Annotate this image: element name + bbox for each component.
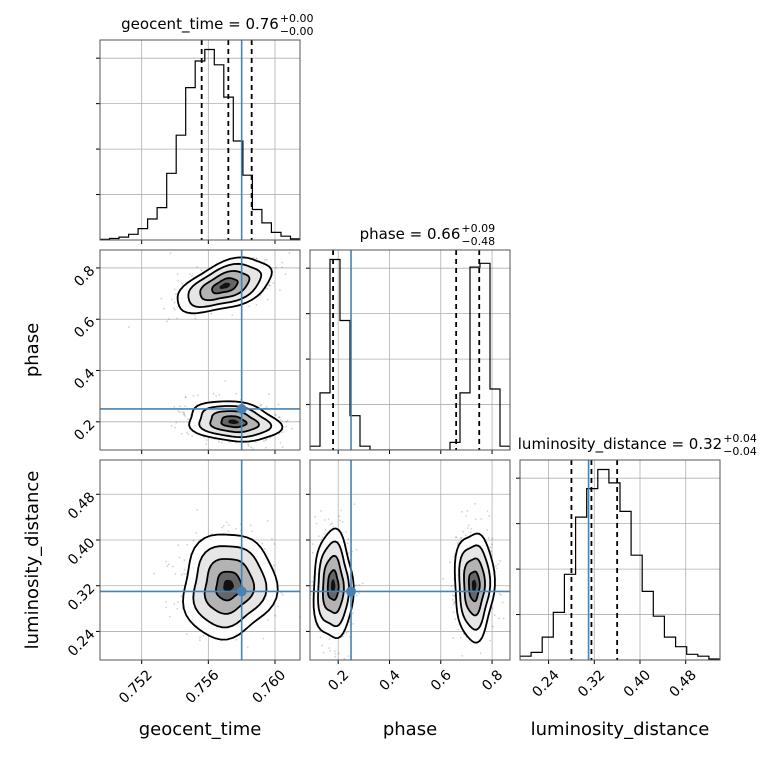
- contour-line: [187, 262, 263, 309]
- x-tick-label: 0.760: [249, 667, 289, 707]
- contour-line: [458, 544, 492, 631]
- title-plus-error: +0.00: [280, 12, 314, 25]
- y-tick-label: 0.2: [71, 417, 98, 444]
- panel-frame: [99, 39, 301, 241]
- x-tick-label: 0.756: [183, 667, 223, 707]
- x-tick-label: 0.48: [667, 667, 700, 700]
- panel-frame: [309, 459, 511, 661]
- title-plus-error: +0.09: [461, 222, 495, 235]
- truth-marker: [236, 403, 247, 414]
- x-tick-label: 0.32: [575, 667, 608, 700]
- density-fill: [471, 579, 477, 593]
- y-tick-label: 0.8: [71, 263, 98, 290]
- title-luminosity_distance: luminosity_distance = 0.32: [518, 435, 722, 454]
- contour-line: [467, 570, 481, 603]
- contour-line: [317, 540, 350, 628]
- y-tick-label: 0.24: [65, 626, 98, 659]
- panel-phase-vs-geocent_time: [96, 249, 301, 454]
- contour-line: [182, 533, 279, 641]
- contour-line: [211, 277, 239, 295]
- title-phase: phase = 0.66: [360, 225, 461, 243]
- panel-frame: [309, 249, 511, 451]
- title-minus-error: −0.00: [280, 25, 314, 38]
- density-fill: [330, 579, 336, 592]
- panel-luminosity_distance-vs-luminosity_distance: [516, 459, 721, 664]
- x-tick-label: 0.6: [428, 667, 455, 694]
- title-geocent_time: geocent_time = 0.76: [121, 15, 279, 34]
- contour-line: [321, 554, 345, 615]
- x-tick-label: 0.4: [377, 667, 404, 694]
- title-minus-error: −0.48: [461, 235, 495, 248]
- x-axis-label-luminosity_distance: luminosity_distance: [531, 719, 710, 740]
- contour-line: [326, 569, 340, 601]
- truth-marker: [236, 586, 247, 597]
- x-axis-label-phase: phase: [383, 719, 437, 740]
- x-tick-label: 0.8: [479, 667, 506, 694]
- contour-line: [188, 400, 284, 443]
- x-tick-label: 0.752: [116, 667, 156, 707]
- contour-line: [215, 570, 243, 602]
- y-tick-label: 0.32: [65, 581, 98, 614]
- y-tick-label: 0.40: [65, 535, 98, 568]
- histogram-geocent_time: [100, 48, 300, 240]
- panel-luminosity_distance-vs-phase: [306, 459, 511, 664]
- contour-line: [192, 545, 268, 629]
- density-fill: [219, 282, 231, 289]
- contour-line: [203, 558, 256, 615]
- histogram-luminosity_distance: [520, 468, 720, 660]
- x-tick-label: 0.2: [325, 667, 352, 694]
- y-tick-label: 0.48: [65, 489, 98, 522]
- contour-line: [463, 557, 486, 617]
- x-tick-label: 0.40: [621, 667, 654, 700]
- contour-line: [198, 405, 273, 439]
- title-plus-error: +0.04: [723, 432, 757, 445]
- title-minus-error: −0.04: [723, 445, 757, 458]
- y-axis-label-phase: phase: [22, 323, 43, 377]
- contour-line: [209, 410, 260, 434]
- density-fill: [223, 579, 234, 592]
- contour-line: [176, 256, 273, 315]
- x-axis-label-geocent_time: geocent_time: [139, 719, 262, 740]
- truth-marker: [346, 586, 357, 597]
- y-tick-label: 0.6: [71, 314, 98, 341]
- panel-frame: [99, 459, 301, 661]
- y-axis-label-luminosity_distance: luminosity_distance: [22, 471, 43, 650]
- x-tick-label: 0.24: [529, 667, 562, 700]
- contour-line: [312, 527, 355, 640]
- panel-frame: [519, 459, 721, 661]
- panel-phase-vs-phase: [306, 249, 511, 454]
- histogram-phase: [310, 258, 510, 450]
- contour-line: [220, 415, 248, 429]
- panel-luminosity_distance-vs-geocent_time: [96, 459, 301, 664]
- density-fill: [228, 419, 239, 425]
- panel-geocent_time-vs-geocent_time: [96, 39, 301, 244]
- y-tick-label: 0.4: [71, 365, 98, 392]
- contour-line: [453, 532, 496, 644]
- panel-frame: [99, 249, 301, 451]
